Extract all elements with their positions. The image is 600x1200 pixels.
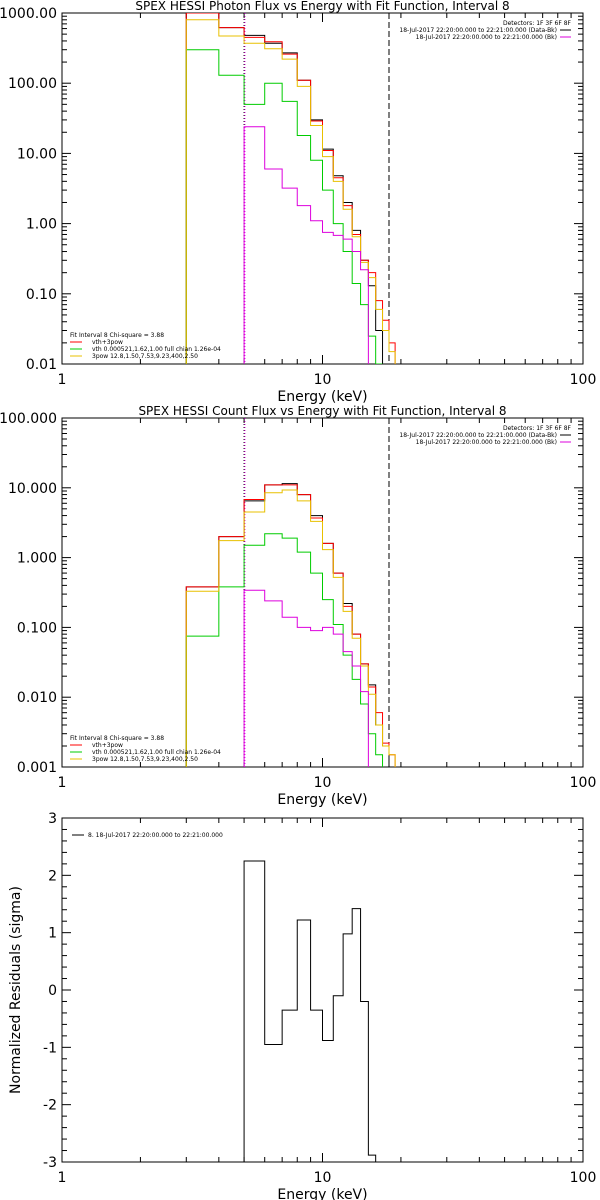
series-group	[185, 483, 396, 767]
y-tick-label: 1.00	[26, 217, 57, 233]
legend-entry-label: 3pow 12.8,1.50,7.53,9.23,400,2.50	[92, 756, 198, 763]
legend-entry-label: 18-Jul-2017 22:20:00.000 to 22:21:00.000…	[416, 439, 557, 446]
y-tick-label: 10.00	[17, 146, 57, 162]
legend-entry-label: vth 0.000521,1.62,1.00 full chian 1.26e-…	[92, 749, 221, 756]
legend-entry-label: vth+3pow	[92, 339, 123, 346]
x-tick-label: 100	[570, 1170, 597, 1186]
legend-header: Fit Interval 8 Chi-square = 3.88	[70, 332, 164, 339]
x-tick-label: 10	[314, 372, 332, 388]
chart-2: 1 10 100 Energy (keV) 0.001 0.010 0.100 1.000 10…	[0, 404, 596, 808]
legend-entry-label: vth 0.000521,1.62,1.00 full chian 1.26e-…	[92, 346, 221, 353]
legend-entry-label: vth+3pow	[92, 742, 123, 749]
y-tick-label: -3	[43, 1155, 57, 1171]
y-tick-label: 3	[48, 811, 57, 827]
y-tick-label: 10.000	[8, 481, 57, 497]
y-tick-label: 1	[48, 926, 57, 942]
series-group	[185, 13, 396, 364]
x-tick-label: 1	[58, 372, 67, 388]
series-magenta	[243, 126, 369, 364]
legend-header: Detectors: 1F 3F 6F 8F	[503, 425, 572, 432]
y-tick-label: 0.10	[26, 287, 57, 303]
x-tick-label: 10	[314, 775, 332, 791]
y-tick-label: -1	[43, 1040, 57, 1056]
legend-header: Detectors: 1F 3F 6F 8F	[503, 20, 572, 27]
chart-title: SPEX HESSI Count Flux vs Energy with Fit…	[138, 404, 506, 418]
y-tick-label: -2	[43, 1098, 57, 1114]
legend-entry-label: 3pow 12.8,1.50,7.53,9.23,400,2.50	[92, 353, 198, 360]
x-axis-label: Energy (keV)	[277, 792, 367, 808]
y-tick-label: 100.000	[0, 411, 57, 427]
x-tick-label: 1	[58, 775, 67, 791]
series-gold	[185, 19, 396, 364]
x-axis-label: Energy (keV)	[277, 1187, 367, 1200]
legend-entry-label: 18-Jul-2017 22:20:00.000 to 22:21:00.000…	[399, 432, 557, 439]
x-tick-label: 1	[58, 1170, 67, 1186]
x-tick-label: 10	[314, 1170, 332, 1186]
y-tick-label: 0.010	[17, 690, 57, 706]
chart-title: SPEX HESSI Photon Flux vs Energy with Fi…	[135, 0, 509, 13]
chart-1: 1 10 100 Energy (keV) 0.01 0.10 1.00 10.00 100.0…	[0, 0, 596, 405]
y-tick-label: 1000.00	[0, 6, 57, 22]
series-residuals	[243, 860, 383, 1162]
y-tick-label: 0.100	[17, 620, 57, 636]
y-tick-label: 0.01	[26, 357, 57, 373]
y-tick-label: 0.001	[17, 760, 57, 776]
series-green	[185, 49, 383, 364]
series-group	[243, 860, 383, 1162]
series-magenta	[243, 589, 369, 767]
legend-entry-label: 8. 18-Jul-2017 22:20:00.000 to 22:21:00.…	[88, 832, 223, 839]
y-axis-label: Normalized Residuals (sigma)	[8, 886, 24, 1094]
y-tick-label: 100.00	[8, 76, 57, 92]
legend-entry-label: 18-Jul-2017 22:20:00.000 to 22:21:00.000…	[416, 34, 557, 41]
x-tick-label: 100	[570, 372, 597, 388]
series-gold	[185, 489, 396, 767]
y-tick-label: 0	[48, 983, 57, 999]
y-tick-label: 1.000	[17, 551, 57, 567]
legend-header: Fit Interval 8 Chi-square = 3.88	[70, 735, 164, 742]
x-axis-label: Energy (keV)	[277, 389, 367, 405]
y-tick-label: 2	[48, 868, 57, 884]
x-tick-label: 100	[570, 775, 597, 791]
legend-entry-label: 18-Jul-2017 22:20:00.000 to 22:21:00.000…	[399, 27, 557, 34]
